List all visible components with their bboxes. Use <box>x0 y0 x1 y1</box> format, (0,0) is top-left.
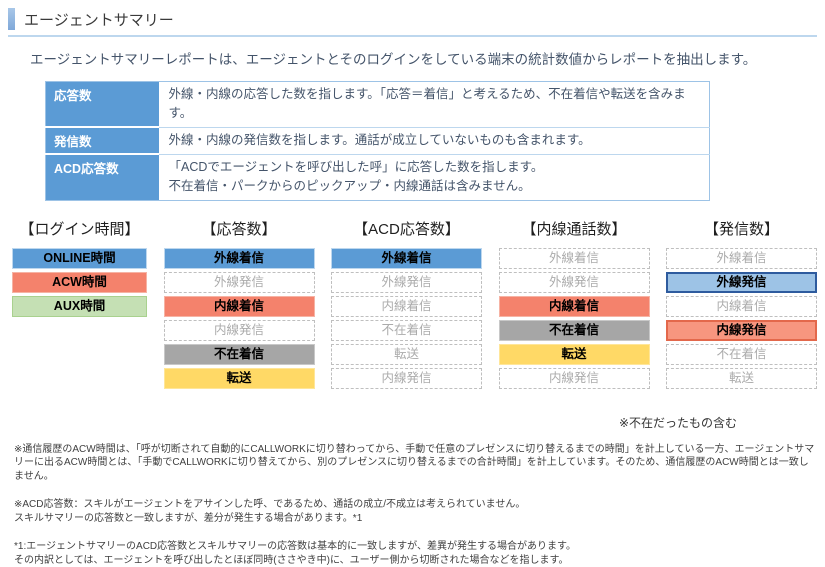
diagram-box: 転送 <box>331 344 482 365</box>
table-row: 発信数 外線・内線の発信数を指します。通話が成立していないものも含まれます。 <box>46 127 710 154</box>
diagram-box: 不在着信 <box>499 320 650 341</box>
table-row: 応答数 外線・内線の応答した数を指します。「応答＝着信」と考えるため、不在着信や… <box>46 82 710 128</box>
diagram-box: 内線着信 <box>331 296 482 317</box>
page-title: エージェントサマリー <box>24 9 174 30</box>
diagram-box: 内線発信 <box>331 368 482 389</box>
diagram-box: 不在着信 <box>666 344 817 365</box>
diagram-box: AUX時間 <box>12 296 147 317</box>
page-header: エージェントサマリー <box>8 8 817 37</box>
diagram-box: 転送 <box>164 368 315 389</box>
term-cell: 応答数 <box>46 82 159 128</box>
column-header: 【内線通話数】 <box>499 218 650 239</box>
diagram-box: 外線発信 <box>499 272 650 293</box>
diagram-box: 内線着信 <box>499 296 650 317</box>
footnote-acw-time: ※通信履歴のACW時間は、「呼が切断されて自動的にCALLWORKに切り替わって… <box>14 443 815 484</box>
agent-summary-page: エージェントサマリー エージェントサマリーレポートは、エージェントとそのログイン… <box>0 8 825 567</box>
diagram-box: 外線着信 <box>164 248 315 269</box>
diagram-box: 外線着信 <box>331 248 482 269</box>
column-outgoing-count: 【発信数】 外線着信 外線発信 内線着信 内線発信 不在着信 転送 <box>666 218 817 392</box>
diagram-box: 内線発信 <box>666 320 817 341</box>
column-header: 【応答数】 <box>164 218 315 239</box>
diagram-box: 外線着信 <box>499 248 650 269</box>
column-header: 【ログイン時間】 <box>12 218 147 239</box>
column-internal-call-count: 【内線通話数】 外線着信 外線発信 内線着信 不在着信 転送 内線発信 <box>499 218 650 392</box>
diagram-box: ACW時間 <box>12 272 147 293</box>
description-cell: 「ACDでエージェントを呼び出した呼」に応答した数を指します。 不在着信・パーク… <box>159 154 710 200</box>
diagram-box: 外線発信 <box>164 272 315 293</box>
column-acd-answered-count: 【ACD応答数】 外線着信 外線発信 内線着信 不在着信 転送 内線発信 <box>331 218 482 392</box>
footnote-acd-answered: ※ACD応答数：スキルがエージェントをアサインした呼、であるため、通話の成立/不… <box>14 498 815 525</box>
table-row: ACD応答数 「ACDでエージェントを呼び出した呼」に応答した数を指します。 不… <box>46 154 710 200</box>
metrics-diagram: 【ログイン時間】 ONLINE時間 ACW時間 AUX時間 【応答数】 外線着信… <box>12 218 817 392</box>
title-accent-bar <box>8 8 15 30</box>
diagram-box: 内線発信 <box>499 368 650 389</box>
absence-note: ※不在だったもの含む <box>0 414 737 431</box>
diagram-box: 不在着信 <box>331 320 482 341</box>
diagram-box: 転送 <box>666 368 817 389</box>
definitions-table: 応答数 外線・内線の応答した数を指します。「応答＝着信」と考えるため、不在着信や… <box>45 81 710 201</box>
intro-text: エージェントサマリーレポートは、エージェントとそのログインをしている端末の統計数… <box>30 48 817 68</box>
column-login-time: 【ログイン時間】 ONLINE時間 ACW時間 AUX時間 <box>12 218 147 392</box>
description-cell: 外線・内線の応答した数を指します。「応答＝着信」と考えるため、不在着信や転送を含… <box>159 82 710 128</box>
diagram-box: 内線発信 <box>164 320 315 341</box>
diagram-box: 外線発信 <box>666 272 817 293</box>
column-answered-count: 【応答数】 外線着信 外線発信 内線着信 内線発信 不在着信 転送 <box>164 218 315 392</box>
column-header: 【ACD応答数】 <box>331 218 482 239</box>
diagram-box: 転送 <box>499 344 650 365</box>
description-cell: 外線・内線の発信数を指します。通話が成立していないものも含まれます。 <box>159 127 710 154</box>
diagram-box: 内線着信 <box>666 296 817 317</box>
term-cell: 発信数 <box>46 127 159 154</box>
column-header: 【発信数】 <box>666 218 817 239</box>
term-cell: ACD応答数 <box>46 154 159 200</box>
footnote-ref-1: *1:エージェントサマリーのACD応答数とスキルサマリーの応答数は基本的に一致し… <box>14 540 815 567</box>
footnotes-section: ※通信履歴のACW時間は、「呼が切断されて自動的にCALLWORKに切り替わって… <box>14 443 815 567</box>
diagram-box: 不在着信 <box>164 344 315 365</box>
diagram-box: 外線着信 <box>666 248 817 269</box>
diagram-box: 外線発信 <box>331 272 482 293</box>
diagram-box: 内線着信 <box>164 296 315 317</box>
diagram-box: ONLINE時間 <box>12 248 147 269</box>
